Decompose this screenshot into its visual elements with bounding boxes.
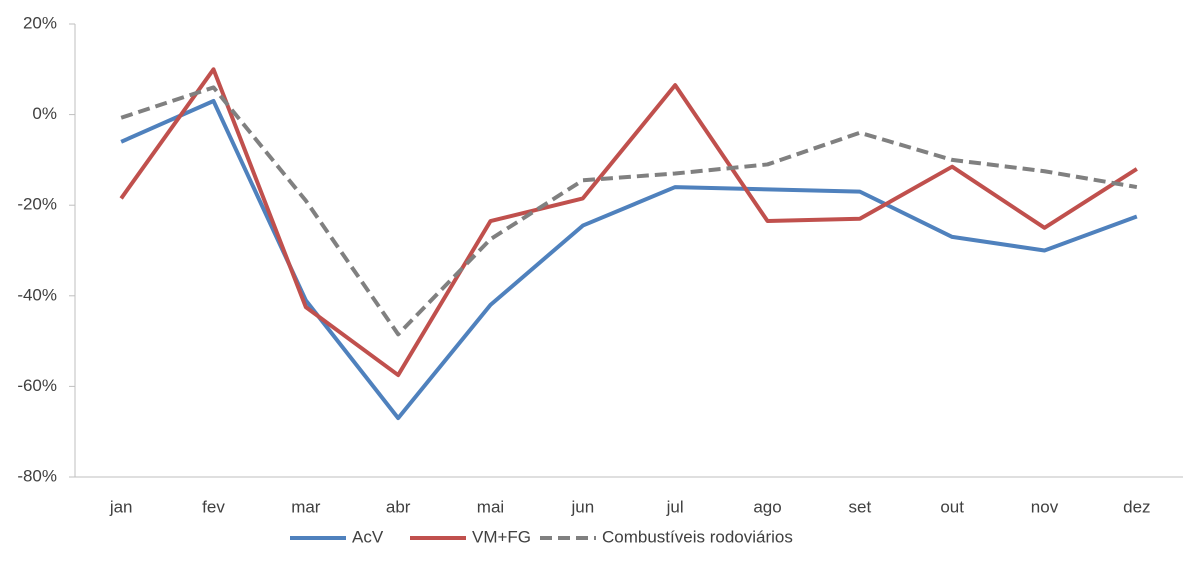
x-tick-label: nov (1031, 497, 1059, 516)
x-tick-label: ago (753, 497, 781, 516)
x-tick-label: set (848, 497, 871, 516)
x-tick-label: jan (109, 497, 133, 516)
y-tick-label: -60% (17, 376, 57, 395)
x-tick-label: dez (1123, 497, 1150, 516)
x-tick-label: jul (666, 497, 684, 516)
y-tick-label: -20% (17, 195, 57, 214)
legend-label: VM+FG (472, 527, 531, 546)
x-tick-label: jun (570, 497, 594, 516)
x-tick-label: fev (202, 497, 225, 516)
legend-label: Combustíveis rodoviários (602, 527, 793, 546)
series-line (120, 85, 1138, 337)
x-tick-label: abr (386, 497, 411, 516)
x-tick-label: mar (291, 497, 321, 516)
y-tick-label: -80% (17, 466, 57, 485)
y-tick-label: 0% (32, 104, 57, 123)
legend-label: AcV (352, 527, 384, 546)
y-tick-label: 20% (23, 13, 57, 32)
series-line (120, 99, 1138, 421)
series-line (119, 67, 1138, 378)
y-tick-label: -40% (17, 285, 57, 304)
x-tick-label: mai (477, 497, 504, 516)
x-tick-label: out (940, 497, 964, 516)
